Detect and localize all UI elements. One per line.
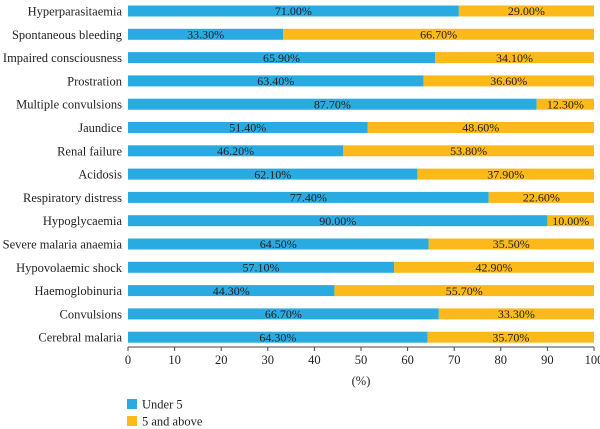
category-label-cerebral-malaria: Cerebral malaria	[38, 331, 122, 345]
x-tick-label-10: 10	[168, 353, 181, 367]
bar-5-and-above-impaired-consciousness	[435, 52, 594, 64]
x-tick-label-90: 90	[541, 353, 554, 367]
data-label-group: 71.00% 29.00% 33.30% 66.70% 65.90% 34.10% 63.4…	[187, 4, 589, 344]
bar-under-5-hyperparasitaemia	[128, 5, 459, 17]
bar-under-5-prostration	[128, 75, 424, 87]
data-label-under-5-impaired-consciousness: 65.90%	[263, 51, 300, 65]
data-label-5-and-above-acidosis: 37.90%	[487, 167, 524, 181]
data-label-5-and-above-renal-failure: 53.80%	[450, 144, 487, 158]
bar-under-5-jaundice	[128, 122, 368, 133]
bar-under-5-haemoglobinuria	[128, 285, 335, 297]
data-label-under-5-renal-failure: 46.20%	[217, 144, 254, 158]
data-label-5-and-above-cerebral-malaria: 35.70%	[492, 330, 529, 344]
x-tick-label-30: 30	[262, 353, 275, 367]
category-label-multiple-convulsions: Multiple convulsions	[16, 98, 122, 112]
data-label-under-5-convulsions: 66.70%	[265, 307, 302, 321]
bar-under-5-acidosis	[128, 168, 418, 180]
category-label-hypoglycaemia: Hypoglycaemia	[43, 214, 123, 228]
x-tick-label-60: 60	[401, 353, 414, 367]
data-label-5-and-above-hypovolaemic-shock: 42.90%	[476, 261, 513, 275]
category-label-renal-failure: Renal failure	[57, 144, 122, 158]
bar-5-and-above-jaundice	[367, 122, 594, 133]
bar-5-and-above-respiratory-distress	[488, 191, 594, 203]
data-label-5-and-above-jaundice: 48.60%	[462, 121, 499, 135]
legend: Under 5 5 and above	[127, 398, 203, 429]
bar-5-and-above-convulsions	[438, 308, 594, 320]
bar-5-and-above-hypovolaemic-shock	[394, 261, 594, 273]
bar-5-and-above-haemoglobinuria	[334, 285, 594, 297]
data-label-under-5-hypoglycaemia: 90.00%	[319, 214, 356, 228]
category-label-haemoglobinuria: Haemoglobinuria	[35, 284, 123, 298]
data-label-under-5-cerebral-malaria: 64.30%	[259, 330, 296, 344]
bar-under-5-spontaneous-bleeding	[128, 28, 284, 40]
data-label-5-and-above-prostration: 36.60%	[490, 74, 527, 88]
x-tick-label-80: 80	[495, 353, 508, 367]
legend-swatch-5-and-above	[127, 416, 137, 426]
x-tick-label-50: 50	[355, 353, 368, 367]
bar-5-and-above-prostration	[423, 75, 594, 87]
data-label-under-5-multiple-convulsions: 87.70%	[314, 97, 351, 111]
legend-swatch-under-5	[127, 399, 137, 409]
data-label-5-and-above-spontaneous-bleeding: 66.70%	[420, 28, 457, 42]
data-label-under-5-hyperparasitaemia: 71.00%	[275, 4, 312, 18]
bar-5-and-above-hyperparasitaemia	[458, 5, 594, 17]
bar-under-5-cerebral-malaria	[128, 331, 428, 343]
data-label-under-5-jaundice: 51.40%	[229, 121, 266, 135]
data-label-5-and-above-respiratory-distress: 22.60%	[523, 191, 560, 205]
category-label-hypovolaemic-shock: Hypovolaemic shock	[16, 261, 123, 275]
data-label-5-and-above-severe-malaria-anaemia: 35.50%	[493, 237, 530, 251]
legend-label-under-5: Under 5	[142, 398, 183, 412]
bar-group	[128, 5, 594, 343]
bar-5-and-above-acidosis	[417, 168, 594, 180]
data-label-under-5-prostration: 63.40%	[257, 74, 294, 88]
category-label-hyperparasitaemia: Hyperparasitaemia	[28, 5, 123, 19]
bar-5-and-above-spontaneous-bleeding	[283, 28, 594, 40]
data-label-under-5-severe-malaria-anaemia: 64.50%	[260, 237, 297, 251]
x-tick-label-40: 40	[308, 353, 321, 367]
category-label-convulsions: Convulsions	[59, 307, 122, 321]
data-label-under-5-acidosis: 62.10%	[254, 167, 291, 181]
x-tick-group: 0 10 20 30 40 50 60 70 80 90 100	[125, 347, 600, 367]
bar-under-5-hypovolaemic-shock	[128, 261, 395, 273]
bar-under-5-respiratory-distress	[128, 191, 489, 203]
bar-under-5-renal-failure	[128, 145, 344, 157]
bar-under-5-hypoglycaemia	[128, 215, 548, 227]
category-label-respiratory-distress: Respiratory distress	[23, 191, 122, 205]
bar-under-5-convulsions	[128, 308, 439, 320]
category-label-jaundice: Jaundice	[78, 121, 122, 135]
bar-5-and-above-cerebral-malaria	[427, 331, 594, 343]
data-label-5-and-above-convulsions: 33.30%	[498, 307, 535, 321]
bar-under-5-impaired-consciousness	[128, 52, 436, 64]
data-label-5-and-above-haemoglobinuria: 55.70%	[446, 284, 483, 298]
category-label-spontaneous-bleeding: Spontaneous bleeding	[12, 28, 123, 42]
category-label-impaired-consciousness: Impaired consciousness	[3, 51, 122, 65]
x-axis-title: (%)	[352, 374, 371, 388]
data-label-5-and-above-multiple-convulsions: 12.30%	[547, 97, 584, 111]
bar-5-and-above-hypoglycaemia	[547, 215, 594, 227]
data-label-under-5-hypovolaemic-shock: 57.10%	[243, 261, 280, 275]
data-label-under-5-spontaneous-bleeding: 33.30%	[187, 28, 224, 42]
bar-under-5-severe-malaria-anaemia	[128, 238, 429, 250]
x-tick-label-20: 20	[215, 353, 228, 367]
category-label-group: Hyperparasitaemia Spontaneous bleeding Imp…	[3, 5, 123, 345]
data-label-5-and-above-hypoglycaemia: 10.00%	[552, 214, 589, 228]
data-label-under-5-haemoglobinuria: 44.30%	[213, 284, 250, 298]
category-label-severe-malaria-anaemia: Severe malaria anaemia	[3, 238, 123, 252]
legend-label-5-and-above: 5 and above	[142, 415, 203, 429]
category-label-prostration: Prostration	[67, 74, 123, 88]
x-tick-label-100: 100	[585, 353, 600, 367]
category-label-acidosis: Acidosis	[78, 168, 122, 182]
data-label-under-5-respiratory-distress: 77.40%	[290, 191, 327, 205]
bar-5-and-above-multiple-convulsions	[536, 98, 594, 110]
x-tick-label-70: 70	[448, 353, 461, 367]
x-tick-label-0: 0	[125, 353, 131, 367]
data-label-5-and-above-hyperparasitaemia: 29.00%	[508, 4, 545, 18]
data-label-5-and-above-impaired-consciousness: 34.10%	[496, 51, 533, 65]
bar-5-and-above-severe-malaria-anaemia	[428, 238, 594, 250]
bar-under-5-multiple-convulsions	[128, 98, 537, 110]
bar-5-and-above-renal-failure	[343, 145, 594, 157]
